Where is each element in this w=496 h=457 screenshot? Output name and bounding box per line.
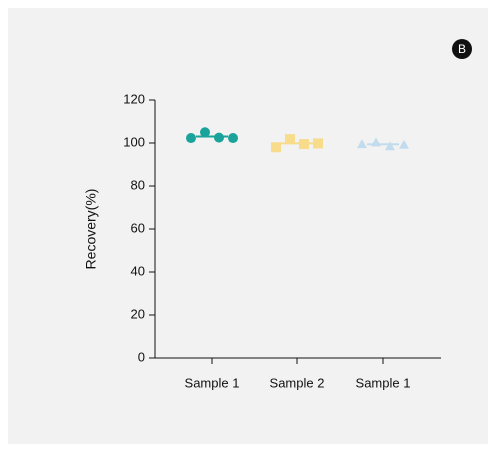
badge <box>452 39 472 59</box>
point <box>357 139 367 149</box>
point <box>228 133 238 144</box>
x-tick-label: Sample 1 <box>185 375 240 390</box>
y-tick-label: 20 <box>131 306 145 321</box>
point <box>186 133 196 144</box>
point <box>385 141 395 151</box>
point <box>313 138 323 149</box>
y-tick-label: 120 <box>123 91 145 106</box>
y-tick-label: 80 <box>131 177 145 192</box>
point <box>371 137 381 147</box>
x-tick-label: Sample 1 <box>356 375 411 390</box>
badge-label: B <box>458 42 466 56</box>
y-tick-label: 0 <box>138 349 145 364</box>
y-tick-label: 100 <box>123 134 145 149</box>
point <box>399 139 409 149</box>
point <box>214 132 224 143</box>
y-tick-label: 40 <box>131 263 145 278</box>
y-tick-label: 60 <box>131 220 145 235</box>
point <box>200 127 210 138</box>
x-tick-label: Sample 2 <box>270 375 325 390</box>
point <box>285 134 295 145</box>
point <box>271 142 281 153</box>
panel <box>8 8 488 444</box>
point <box>299 139 309 150</box>
y-axis-label: Recovery(%) <box>83 189 99 270</box>
